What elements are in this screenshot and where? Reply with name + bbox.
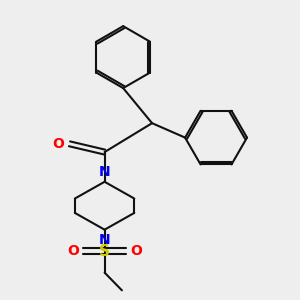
Text: S: S <box>99 244 110 259</box>
Text: N: N <box>99 165 110 179</box>
Text: O: O <box>53 137 64 151</box>
Text: O: O <box>130 244 142 258</box>
Text: O: O <box>67 244 79 258</box>
Text: N: N <box>99 232 110 247</box>
